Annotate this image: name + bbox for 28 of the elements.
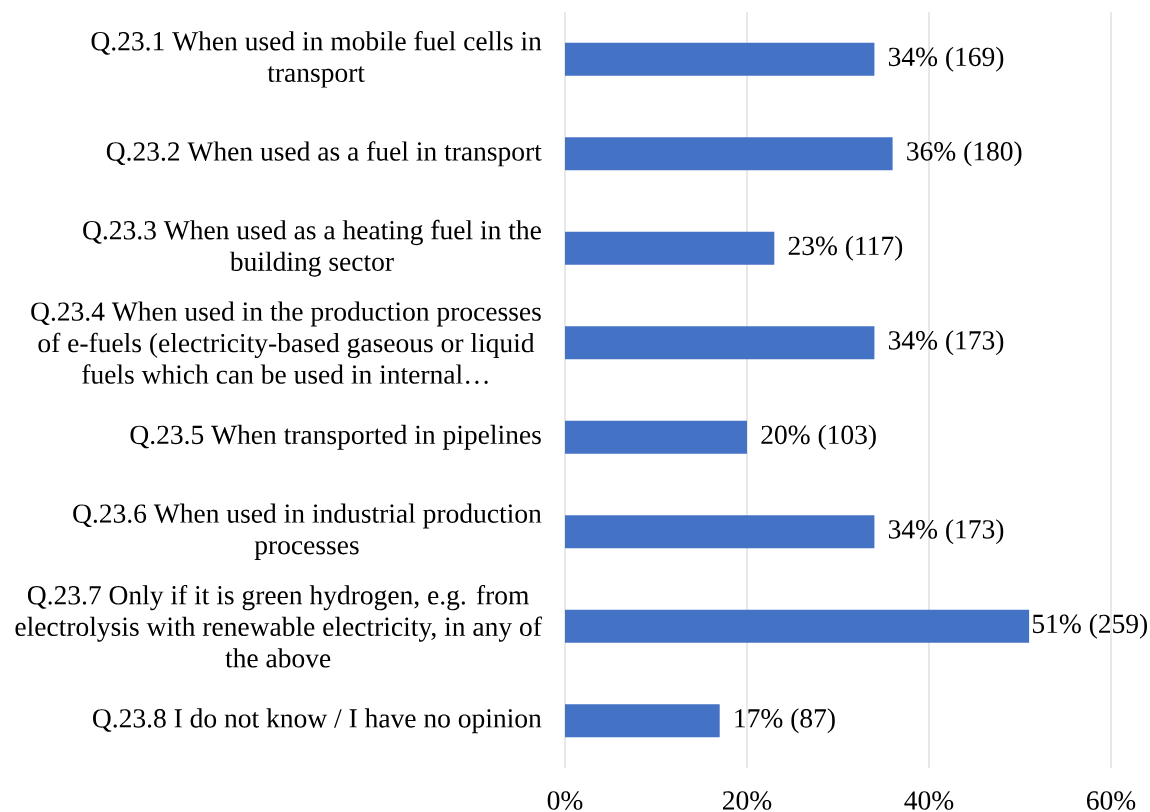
x-tick-label: 0% <box>547 791 583 810</box>
bar <box>565 420 747 454</box>
data-label: 36% (180) <box>907 141 1022 167</box>
x-tick-label: 60% <box>1086 791 1136 810</box>
x-tick-label: 20% <box>723 791 772 810</box>
x-tick-label: 40% <box>904 791 954 810</box>
data-label: 23% (117) <box>788 235 903 261</box>
y-tick-label: Q.23.8 I do not know / I have no opinion <box>93 708 542 734</box>
bar <box>565 42 875 76</box>
y-tick-label: Q.23.2 When used as a fuel in transport <box>106 141 542 167</box>
bar <box>565 704 720 738</box>
y-tick-label: Q.23.3 When used as a heating fuel in the building sector <box>83 219 541 277</box>
y-tick-label: Q.23.7 Only if it is green hydrogen, e.g. from electrolysis with renewable electricity, in any of the above <box>15 584 542 668</box>
bar <box>565 609 1030 643</box>
data-label: 17% (87) <box>735 708 835 734</box>
bar <box>565 231 775 265</box>
data-label: 34% (173) <box>888 519 1004 545</box>
y-tick-label: Q.23.1 When used in mobile fuel cells in transport <box>91 30 542 88</box>
data-label: 34% (173) <box>888 330 1004 356</box>
y-tick-label: Q.23.4 When used in the production processes of e-fuels (electricity-based gaseous or liquid fuels which can be used in internal… <box>31 301 541 384</box>
y-tick-label: Q.23.5 When transported in pipelines <box>130 424 541 450</box>
data-label: 20% (103) <box>761 424 876 450</box>
bar <box>565 515 875 549</box>
data-label: 34% (169) <box>888 46 1004 72</box>
y-tick-label: Q.23.6 When used in industrial production processes <box>73 503 542 560</box>
bar <box>565 137 893 171</box>
data-label: 51% (259) <box>1032 613 1148 639</box>
bar <box>565 326 875 360</box>
